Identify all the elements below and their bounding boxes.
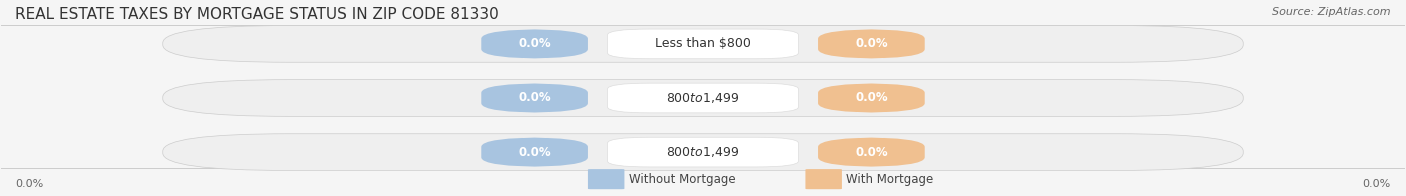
Text: Source: ZipAtlas.com: Source: ZipAtlas.com bbox=[1272, 7, 1391, 17]
Text: 0.0%: 0.0% bbox=[855, 92, 887, 104]
FancyBboxPatch shape bbox=[818, 137, 925, 167]
FancyBboxPatch shape bbox=[806, 169, 842, 189]
FancyBboxPatch shape bbox=[607, 83, 799, 113]
Text: 0.0%: 0.0% bbox=[855, 146, 887, 159]
Text: Without Mortgage: Without Mortgage bbox=[628, 173, 735, 186]
Text: $800 to $1,499: $800 to $1,499 bbox=[666, 91, 740, 105]
FancyBboxPatch shape bbox=[607, 29, 799, 59]
FancyBboxPatch shape bbox=[818, 83, 925, 113]
Text: 0.0%: 0.0% bbox=[1362, 179, 1391, 189]
FancyBboxPatch shape bbox=[163, 80, 1243, 116]
FancyBboxPatch shape bbox=[588, 169, 624, 189]
Text: 0.0%: 0.0% bbox=[519, 146, 551, 159]
FancyBboxPatch shape bbox=[163, 25, 1243, 62]
Text: 0.0%: 0.0% bbox=[855, 37, 887, 50]
FancyBboxPatch shape bbox=[818, 29, 925, 59]
Text: Less than $800: Less than $800 bbox=[655, 37, 751, 50]
FancyBboxPatch shape bbox=[607, 137, 799, 167]
Text: 0.0%: 0.0% bbox=[15, 179, 44, 189]
Text: REAL ESTATE TAXES BY MORTGAGE STATUS IN ZIP CODE 81330: REAL ESTATE TAXES BY MORTGAGE STATUS IN … bbox=[15, 7, 499, 22]
Text: 0.0%: 0.0% bbox=[519, 92, 551, 104]
FancyBboxPatch shape bbox=[481, 137, 588, 167]
Text: $800 to $1,499: $800 to $1,499 bbox=[666, 145, 740, 159]
Text: With Mortgage: With Mortgage bbox=[846, 173, 934, 186]
FancyBboxPatch shape bbox=[481, 29, 588, 59]
FancyBboxPatch shape bbox=[163, 134, 1243, 171]
FancyBboxPatch shape bbox=[481, 83, 588, 113]
Text: 0.0%: 0.0% bbox=[519, 37, 551, 50]
